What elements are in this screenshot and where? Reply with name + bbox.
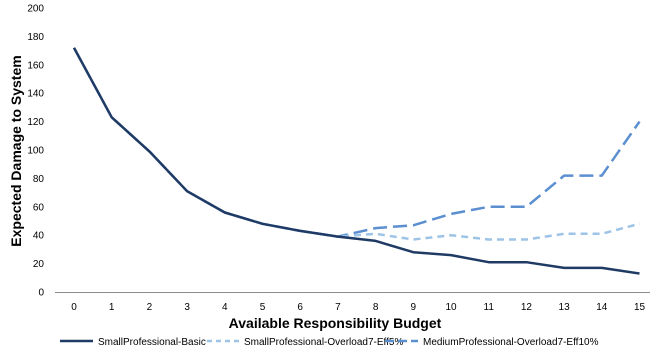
y-tick-label: 0 [38, 288, 44, 299]
x-tick-label: 7 [335, 302, 341, 313]
x-tick-label: 4 [222, 302, 228, 313]
y-tick-label: 80 [33, 174, 45, 185]
x-tick-label: 8 [373, 302, 379, 313]
x-axis-title: Available Responsibility Budget [229, 315, 442, 331]
legend-label: SmallProfessional-Overload7-Eff5% [244, 337, 403, 348]
x-tick-label: 1 [109, 302, 115, 313]
y-tick-label: 140 [27, 89, 44, 100]
y-tick-label: 100 [27, 146, 44, 157]
legend-label: SmallProfessional-Basic [98, 337, 206, 348]
series-line-1 [72, 47, 640, 275]
x-tick-label: 9 [411, 302, 417, 313]
series-lines [72, 47, 641, 275]
y-axis-title: Expected Damage to System [8, 55, 24, 246]
series-line-3 [72, 47, 641, 238]
x-tick-label: 2 [147, 302, 153, 313]
y-tick-label: 160 [27, 60, 44, 71]
y-tick-label: 120 [27, 117, 44, 128]
x-tick-label: 0 [71, 302, 77, 313]
x-tick-label: 13 [559, 302, 571, 313]
x-tick-label: 12 [521, 302, 533, 313]
y-axis-ticks: 0 20 40 60 80 100 120 140 160 180 200 [27, 4, 44, 299]
x-tick-label: 10 [445, 302, 457, 313]
legend-label: MediumProfessional-Overload7-Eff10% [423, 337, 599, 348]
y-tick-label: 20 [33, 259, 45, 270]
x-tick-label: 5 [260, 302, 266, 313]
series-line-2 [72, 47, 640, 241]
y-tick-label: 60 [33, 202, 45, 213]
x-axis-ticks: 0 1 2 3 4 5 6 7 8 9 10 11 12 13 14 15 [71, 302, 645, 313]
x-tick-label: 14 [596, 302, 608, 313]
x-tick-label: 6 [297, 302, 303, 313]
legend: SmallProfessional-Basic SmallProfessional… [60, 337, 599, 348]
y-tick-label: 40 [33, 231, 45, 242]
y-tick-label: 180 [27, 32, 44, 43]
y-tick-label: 200 [27, 4, 44, 15]
x-tick-label: 3 [184, 302, 190, 313]
x-tick-label: 11 [484, 302, 495, 313]
x-tick-label: 15 [634, 302, 646, 313]
